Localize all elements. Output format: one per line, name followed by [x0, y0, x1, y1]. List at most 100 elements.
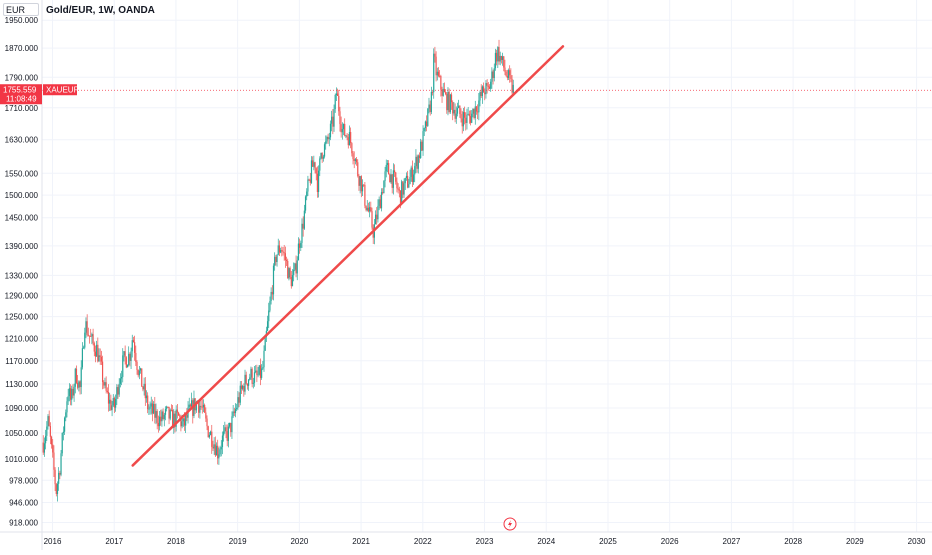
- candle-body: [238, 397, 240, 403]
- price-axis[interactable]: 1950.000 1870.000 1790.000 1710.000 1630.000…: [0, 0, 43, 550]
- candle-body: [211, 431, 213, 447]
- candle-body: [287, 260, 289, 279]
- candle-body: [247, 379, 250, 386]
- candle-body: [361, 184, 364, 192]
- candle-body: [354, 159, 356, 161]
- candle-body: [446, 93, 448, 111]
- candle-body: [53, 452, 55, 470]
- candle-body: [310, 160, 313, 183]
- candle-body: [280, 250, 282, 253]
- candle-body: [111, 405, 113, 410]
- candle-body: [66, 401, 68, 413]
- candle-body: [261, 368, 263, 378]
- candle-body: [209, 431, 212, 435]
- candle-body: [68, 388, 70, 397]
- candle-body: [149, 406, 151, 409]
- currency-selector[interactable]: EUR: [3, 3, 39, 16]
- candle-body: [147, 395, 149, 410]
- candle-body: [180, 416, 182, 427]
- candle-body: [112, 397, 114, 406]
- candle-body: [101, 361, 104, 383]
- candle-body: [371, 211, 373, 228]
- price-tick-label: 1130.000: [5, 380, 38, 389]
- candle-body: [322, 156, 324, 159]
- candle-body: [378, 199, 380, 206]
- candle-body: [374, 214, 377, 225]
- candle-body: [85, 321, 87, 333]
- candle-body: [116, 387, 118, 399]
- candle-body: [208, 434, 211, 438]
- candle-body: [60, 453, 62, 475]
- candle-body: [498, 47, 500, 62]
- candle-body: [239, 385, 241, 403]
- time-tick-label: 2028: [784, 537, 802, 546]
- candle-body: [43, 443, 46, 453]
- candle-body: [172, 410, 174, 428]
- time-axis[interactable]: 2016 2017 2018 2019 2020 2021 2022 2023 2024 2025…: [0, 531, 932, 546]
- candle-body: [291, 275, 294, 287]
- candle-body: [510, 75, 512, 79]
- candle-body: [156, 411, 158, 423]
- price-tick-label: 946.000: [9, 498, 38, 507]
- candle-body: [480, 92, 482, 97]
- candle-body: [259, 365, 262, 378]
- candle-body: [369, 207, 371, 212]
- candle-body: [380, 192, 383, 209]
- candle-body: [188, 404, 190, 408]
- candle-body: [92, 334, 94, 344]
- candle-body: [137, 369, 139, 376]
- candle-body: [500, 55, 502, 61]
- candle-body: [336, 93, 339, 96]
- price-tick-label: 1050.000: [5, 429, 39, 438]
- candle-body: [342, 123, 345, 130]
- candle-body: [491, 71, 493, 82]
- candle-body: [168, 406, 170, 419]
- candle-body: [452, 102, 454, 114]
- candle-body: [94, 351, 97, 357]
- candle-body: [430, 91, 432, 113]
- candle-body: [84, 332, 86, 348]
- candle-body: [263, 350, 265, 368]
- candle-body: [384, 171, 386, 181]
- candle-body: [266, 321, 269, 331]
- candle-body: [125, 357, 127, 368]
- candle-body: [288, 268, 290, 279]
- candle-body: [316, 173, 319, 192]
- trendline[interactable]: [131, 45, 565, 467]
- candle-body: [219, 449, 221, 455]
- lightning-icon[interactable]: [503, 517, 517, 531]
- candle-body: [271, 291, 273, 295]
- candle-body: [198, 402, 200, 413]
- candle-body: [130, 351, 132, 361]
- candle-body: [90, 336, 92, 338]
- candle-body: [109, 399, 111, 404]
- price-tick-label: 1790.000: [5, 73, 39, 82]
- candle-body: [399, 190, 402, 203]
- candle-body: [440, 75, 442, 90]
- candle-body: [277, 245, 279, 255]
- candle-body: [201, 406, 203, 408]
- candle-body: [401, 181, 403, 203]
- candle-body: [323, 144, 326, 157]
- candle-body: [353, 159, 355, 161]
- candle-body: [366, 207, 368, 211]
- candle-body: [126, 364, 129, 368]
- candle-body: [86, 321, 88, 335]
- candle-body: [80, 367, 82, 388]
- candle-body: [128, 353, 130, 365]
- symbol-box: [43, 84, 77, 96]
- candle-body: [475, 106, 478, 112]
- candle-body: [421, 141, 423, 151]
- candle-body: [295, 263, 297, 274]
- candle-body: [509, 70, 511, 76]
- candle-body: [269, 301, 271, 311]
- candle-body: [505, 71, 507, 76]
- candle-body: [481, 86, 483, 97]
- candle-body: [386, 163, 389, 165]
- candle-body: [250, 368, 252, 378]
- time-tick-label: 2025: [599, 537, 617, 546]
- time-tick-label: 2019: [229, 537, 247, 546]
- candle-body: [186, 414, 188, 418]
